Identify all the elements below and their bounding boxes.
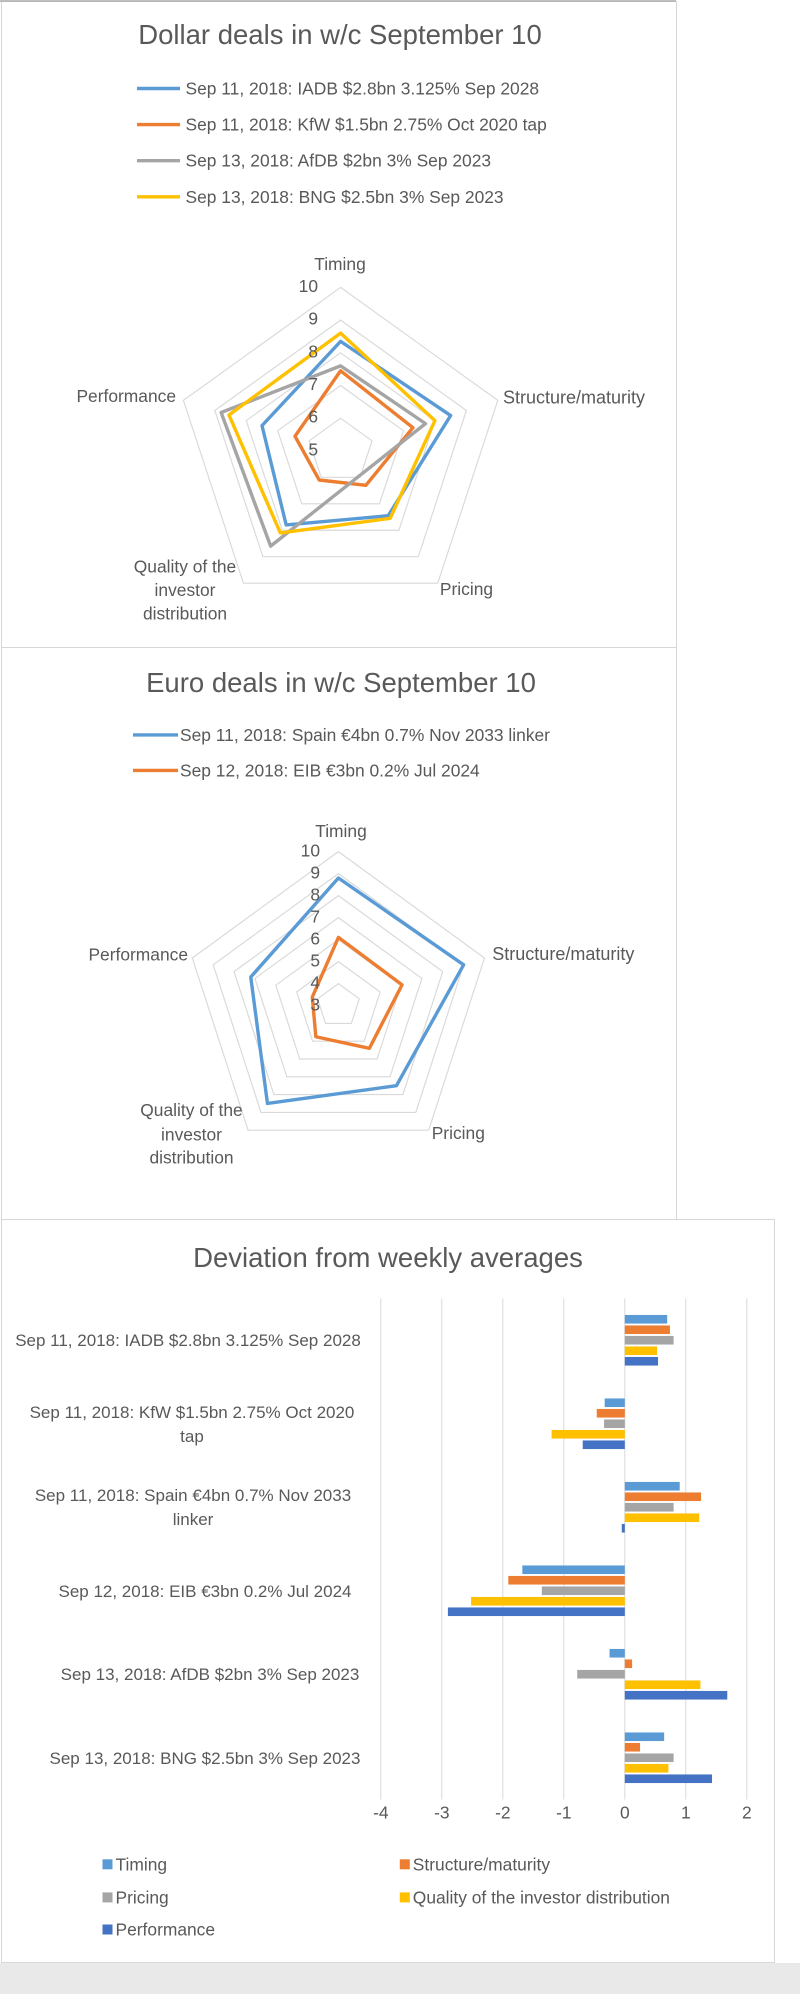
svg-text:10: 10 (301, 841, 320, 861)
svg-text:Sep 13, 2018: AfDB $2bn 3% Sep: Sep 13, 2018: AfDB $2bn 3% Sep 2023 (186, 151, 492, 171)
svg-text:Sep 11, 2018: Spain €4bn 0.7%: Sep 11, 2018: Spain €4bn 0.7% Nov 2033 (35, 1486, 351, 1505)
svg-text:investor: investor (161, 1124, 222, 1144)
svg-text:Sep 11, 2018: Spain €4bn 0.7%: Sep 11, 2018: Spain €4bn 0.7% Nov 2033 l… (180, 725, 550, 745)
svg-text:Pricing: Pricing (116, 1887, 169, 1907)
svg-text:5: 5 (308, 439, 318, 459)
svg-text:Performance: Performance (76, 386, 176, 406)
svg-text:3: 3 (310, 995, 320, 1015)
svg-text:7: 7 (310, 907, 320, 927)
svg-text:6: 6 (310, 929, 320, 949)
svg-text:-4: -4 (373, 1803, 389, 1823)
svg-text:Euro deals in w/c September 10: Euro deals in w/c September 10 (146, 667, 536, 698)
svg-text:8: 8 (308, 341, 318, 361)
svg-text:Structure/maturity: Structure/maturity (503, 388, 645, 408)
svg-text:Timing: Timing (314, 254, 366, 274)
svg-text:tap: tap (180, 1427, 204, 1446)
svg-text:linker: linker (173, 1510, 214, 1529)
svg-text:Sep 13, 2018: AfDB $2bn 3% Sep: Sep 13, 2018: AfDB $2bn 3% Sep 2023 (61, 1665, 360, 1684)
svg-text:5: 5 (310, 951, 320, 971)
svg-text:Quality of the investor distri: Quality of the investor distribution (413, 1887, 670, 1907)
svg-text:-3: -3 (434, 1803, 449, 1823)
svg-text:Sep 13, 2018: BNG $2.5bn 3% Se: Sep 13, 2018: BNG $2.5bn 3% Sep 2023 (50, 1749, 361, 1768)
svg-text:Structure/maturity: Structure/maturity (413, 1854, 551, 1874)
svg-text:6: 6 (308, 407, 318, 427)
svg-text:7: 7 (308, 374, 318, 394)
svg-text:4: 4 (310, 973, 320, 993)
svg-text:Performance: Performance (88, 945, 188, 965)
svg-text:Deviation from weekly averages: Deviation from weekly averages (193, 1242, 583, 1273)
svg-text:Sep 11, 2018: KfW $1.5bn 2.75%: Sep 11, 2018: KfW $1.5bn 2.75% Oct 2020 (30, 1403, 355, 1422)
svg-text:Sep 13, 2018: BNG $2.5bn 3% Se: Sep 13, 2018: BNG $2.5bn 3% Sep 2023 (186, 187, 504, 207)
svg-text:investor: investor (155, 580, 216, 600)
svg-text:9: 9 (308, 309, 318, 329)
svg-text:Sep 11, 2018: IADB $2.8bn 3.12: Sep 11, 2018: IADB $2.8bn 3.125% Sep 202… (186, 79, 540, 99)
svg-text:10: 10 (299, 276, 318, 296)
svg-text:-2: -2 (495, 1803, 510, 1823)
svg-text:9: 9 (310, 863, 320, 883)
svg-text:Sep 12, 2018: EIB €3bn 0.2% Ju: Sep 12, 2018: EIB €3bn 0.2% Jul 2024 (58, 1582, 351, 1601)
svg-text:Pricing: Pricing (440, 579, 493, 599)
svg-text:Sep 12, 2018: EIB €3bn 0.2% Ju: Sep 12, 2018: EIB €3bn 0.2% Jul 2024 (180, 760, 480, 780)
svg-text:Structure/maturity: Structure/maturity (492, 944, 634, 964)
svg-text:1: 1 (681, 1803, 691, 1823)
svg-text:Quality of the: Quality of the (140, 1100, 242, 1120)
svg-text:Dollar deals in w/c September: Dollar deals in w/c September 10 (138, 19, 542, 50)
svg-text:2: 2 (742, 1803, 752, 1823)
svg-text:0: 0 (620, 1803, 630, 1823)
svg-text:8: 8 (310, 885, 320, 905)
svg-text:Quality of the: Quality of the (134, 557, 236, 577)
svg-text:distribution: distribution (143, 603, 227, 623)
svg-text:Timing: Timing (315, 821, 367, 841)
svg-text:distribution: distribution (149, 1148, 233, 1168)
svg-text:Pricing: Pricing (432, 1123, 485, 1143)
svg-text:Performance: Performance (116, 1920, 216, 1940)
svg-text:Timing: Timing (116, 1854, 168, 1874)
svg-text:Sep 11, 2018: KfW $1.5bn 2.75%: Sep 11, 2018: KfW $1.5bn 2.75% Oct 2020 … (186, 115, 547, 135)
svg-text:-1: -1 (556, 1803, 571, 1823)
svg-text:Sep 11, 2018: IADB $2.8bn 3.12: Sep 11, 2018: IADB $2.8bn 3.125% Sep 202… (15, 1331, 361, 1350)
